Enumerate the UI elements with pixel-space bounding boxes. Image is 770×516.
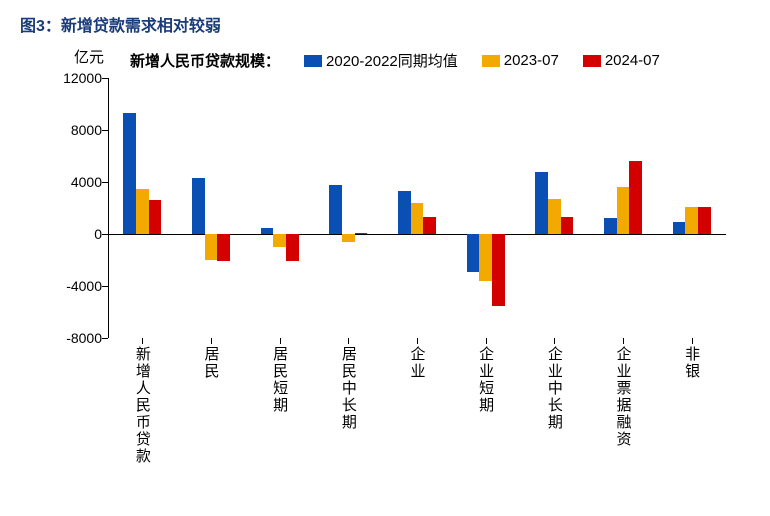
- bar: [673, 222, 686, 234]
- legend-title: 新增人民币贷款规模：: [130, 50, 280, 71]
- bar: [411, 203, 424, 234]
- x-tick-label: 新增人民币贷款: [132, 346, 153, 465]
- bar: [273, 234, 286, 247]
- legend-item: 2023-07: [482, 52, 559, 69]
- bar: [467, 234, 480, 272]
- legend-swatch: [583, 55, 601, 67]
- bar: [561, 217, 574, 234]
- bar: [342, 234, 355, 242]
- x-tick-mark: [142, 338, 143, 344]
- bar: [261, 228, 274, 235]
- y-tick-label: 0: [94, 226, 102, 242]
- y-tick-label: -8000: [66, 330, 102, 346]
- bar: [286, 234, 299, 261]
- x-tick-label: 企业票据融资: [613, 346, 634, 448]
- y-axis-label: 亿元: [74, 46, 104, 67]
- bar: [123, 113, 136, 234]
- bar: [423, 217, 436, 234]
- legend-item: 2024-07: [583, 52, 660, 69]
- x-tick-label: 居民中长期: [338, 346, 359, 431]
- y-tick-mark: [102, 78, 108, 79]
- figure-container: 图3：新增贷款需求相对较弱 亿元 新增人民币贷款规模： 2020-2022同期均…: [0, 0, 770, 505]
- x-tick-mark: [623, 338, 624, 344]
- y-axis-line: [108, 78, 109, 338]
- figure-caption: 图3：新增贷款需求相对较弱: [20, 12, 221, 36]
- bar: [479, 234, 492, 281]
- x-tick-label: 企业: [407, 346, 428, 380]
- bar: [629, 161, 642, 234]
- x-tick-mark: [280, 338, 281, 344]
- y-tick-label: 4000: [71, 174, 102, 190]
- bar: [398, 191, 411, 234]
- bar: [617, 187, 630, 234]
- x-tick-label: 企业短期: [475, 346, 496, 414]
- chart: 亿元 新增人民币贷款规模： 2020-2022同期均值 2023-07 2024…: [30, 44, 740, 484]
- x-tick-mark: [486, 338, 487, 344]
- legend-item: 2020-2022同期均值: [304, 50, 458, 71]
- y-tick-mark: [102, 338, 108, 339]
- y-tick-mark: [102, 286, 108, 287]
- bar: [149, 200, 162, 234]
- y-tick-label: -4000: [66, 278, 102, 294]
- bar: [535, 172, 548, 234]
- y-tick-label: 8000: [71, 122, 102, 138]
- bar: [217, 234, 230, 261]
- y-tick-mark: [102, 182, 108, 183]
- x-tick-mark: [417, 338, 418, 344]
- plot-area: -8000-400004000800012000: [108, 78, 726, 338]
- bar: [698, 207, 711, 234]
- x-tick-mark: [692, 338, 693, 344]
- x-tick-mark: [554, 338, 555, 344]
- y-tick-label: 12000: [63, 70, 102, 86]
- legend: 新增人民币贷款规模： 2020-2022同期均值 2023-07 2024-07: [130, 50, 660, 71]
- bar: [548, 199, 561, 234]
- bar: [329, 185, 342, 234]
- bar: [192, 178, 205, 234]
- legend-label: 2024-07: [605, 52, 660, 69]
- bar: [355, 233, 368, 234]
- bar: [685, 207, 698, 234]
- x-tick-label: 非银: [681, 346, 702, 380]
- x-tick-mark: [211, 338, 212, 344]
- x-tick-label: 企业中长期: [544, 346, 565, 431]
- bar: [492, 234, 505, 306]
- y-tick-mark: [102, 234, 108, 235]
- legend-label: 2020-2022同期均值: [326, 50, 458, 71]
- x-tick-label: 居民短期: [269, 346, 290, 414]
- bar: [604, 218, 617, 234]
- y-tick-mark: [102, 130, 108, 131]
- bar: [136, 189, 149, 234]
- x-labels-area: 新增人民币贷款 居民 居民短期 居民中长期 企业 企业短期 企业中长期 企业票据融资 非银: [108, 346, 726, 516]
- legend-swatch: [304, 55, 322, 67]
- x-tick-mark: [348, 338, 349, 344]
- bar: [205, 234, 218, 260]
- x-tick-label: 居民: [201, 346, 222, 380]
- legend-label: 2023-07: [504, 52, 559, 69]
- x-axis-line: [108, 234, 726, 235]
- legend-swatch: [482, 55, 500, 67]
